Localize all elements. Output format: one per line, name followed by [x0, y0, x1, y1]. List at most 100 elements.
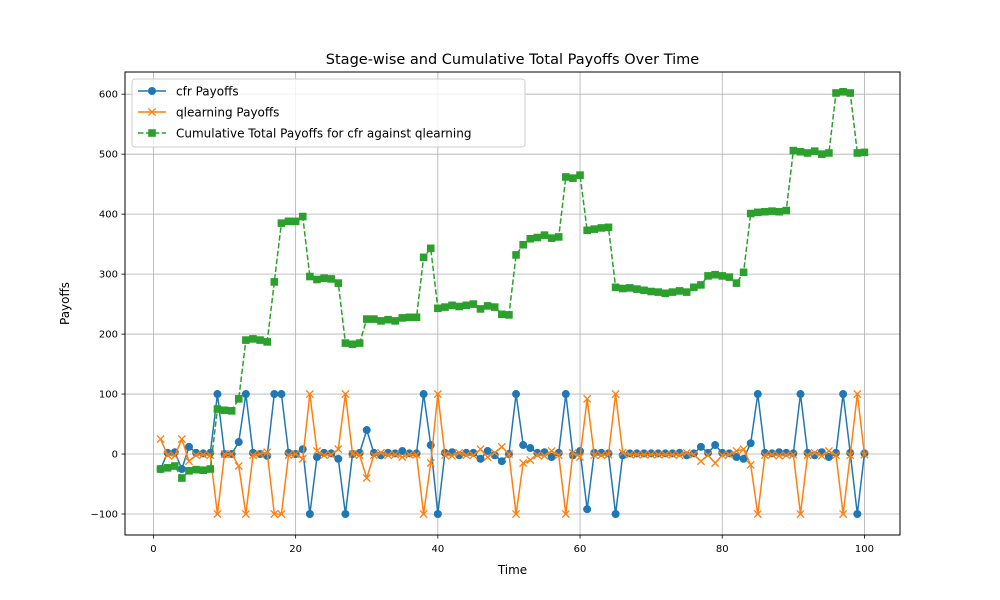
data-point	[305, 390, 314, 399]
data-point	[753, 509, 762, 519]
legend-swatch-marker	[147, 107, 157, 117]
data-point	[497, 442, 506, 451]
data-point	[234, 461, 243, 471]
data-point	[718, 451, 727, 460]
data-point	[362, 473, 371, 483]
data-point	[690, 283, 698, 292]
y-tick-label: −100	[91, 510, 118, 521]
data-point	[177, 434, 186, 444]
data-point	[761, 207, 769, 216]
data-point	[298, 454, 307, 463]
data-point	[611, 390, 620, 399]
x-tick-label: 40	[431, 544, 444, 555]
data-point	[562, 173, 570, 181]
data-point	[703, 451, 713, 460]
data-point	[490, 303, 499, 311]
data-point	[284, 217, 293, 226]
data-point	[661, 449, 670, 458]
data-point	[448, 451, 457, 460]
data-point	[547, 446, 556, 456]
data-point	[391, 450, 400, 459]
data-point	[270, 390, 279, 399]
data-point	[241, 509, 250, 519]
data-point	[853, 510, 862, 519]
x-tick-label: 0	[150, 544, 156, 555]
data-point	[668, 450, 677, 459]
data-point	[369, 451, 378, 460]
data-point	[305, 510, 314, 519]
data-point	[355, 339, 364, 347]
data-point	[469, 451, 478, 460]
data-point	[497, 457, 506, 466]
data-point	[597, 224, 606, 232]
data-point	[213, 509, 222, 519]
data-point	[213, 405, 222, 413]
data-point	[341, 390, 350, 399]
data-point	[661, 450, 670, 459]
data-point	[156, 434, 165, 444]
y-tick-label: 500	[99, 150, 118, 161]
data-point	[263, 338, 272, 346]
data-point	[355, 451, 364, 460]
data-point	[426, 458, 435, 468]
data-point	[860, 148, 869, 157]
data-point	[504, 449, 514, 459]
data-point	[796, 509, 805, 519]
data-point	[675, 451, 684, 460]
plot-area	[125, 72, 900, 535]
data-point	[768, 207, 776, 215]
data-point	[170, 451, 179, 460]
data-point	[825, 149, 833, 157]
data-point	[618, 284, 627, 293]
data-point	[611, 510, 620, 519]
data-point	[732, 453, 741, 462]
data-point	[675, 287, 684, 295]
data-point	[533, 233, 542, 242]
data-point	[284, 451, 293, 460]
data-point	[704, 448, 713, 457]
x-axis-title: Time	[497, 563, 527, 577]
data-point	[483, 302, 492, 310]
data-point	[540, 231, 549, 239]
data-point	[561, 509, 570, 519]
data-point	[384, 451, 393, 460]
data-point	[362, 315, 371, 323]
y-tick-label: 400	[99, 210, 118, 221]
data-point	[156, 465, 165, 473]
legend-swatch-marker	[148, 129, 156, 137]
data-point	[256, 449, 265, 459]
data-point	[483, 452, 492, 462]
data-point	[476, 445, 485, 454]
data-point	[569, 174, 577, 182]
series-line	[160, 91, 865, 479]
data-point	[796, 390, 805, 399]
data-point	[306, 272, 314, 281]
data-point	[633, 285, 641, 293]
data-point	[312, 446, 322, 456]
data-point	[519, 441, 528, 450]
data-point	[476, 305, 485, 313]
data-point	[469, 300, 478, 308]
legend-box	[131, 78, 526, 148]
data-point	[277, 219, 286, 227]
data-point	[853, 149, 862, 157]
data-point	[512, 251, 520, 259]
data-point	[234, 438, 243, 447]
data-point	[682, 448, 691, 457]
data-point	[583, 226, 591, 235]
data-point	[199, 466, 208, 475]
data-point	[803, 451, 812, 460]
y-tick-label: 100	[99, 390, 118, 401]
data-point	[568, 448, 577, 457]
data-point	[419, 390, 428, 399]
data-point	[533, 451, 542, 460]
data-point	[625, 449, 634, 458]
data-point	[412, 450, 421, 459]
x-tick-label: 20	[289, 544, 302, 555]
data-point	[654, 449, 663, 458]
data-point	[426, 244, 435, 253]
data-point	[220, 449, 229, 459]
data-point	[839, 390, 848, 399]
data-point	[405, 450, 414, 459]
